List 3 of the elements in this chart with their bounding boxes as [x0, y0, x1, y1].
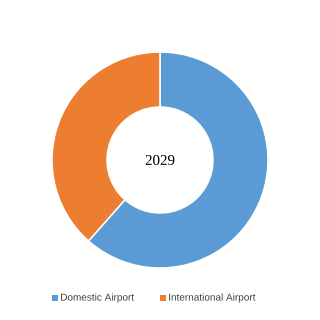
legend-label: Domestic Airport [61, 293, 134, 303]
text: 2029 [146, 154, 174, 166]
legend-label: International Airport [169, 293, 256, 303]
